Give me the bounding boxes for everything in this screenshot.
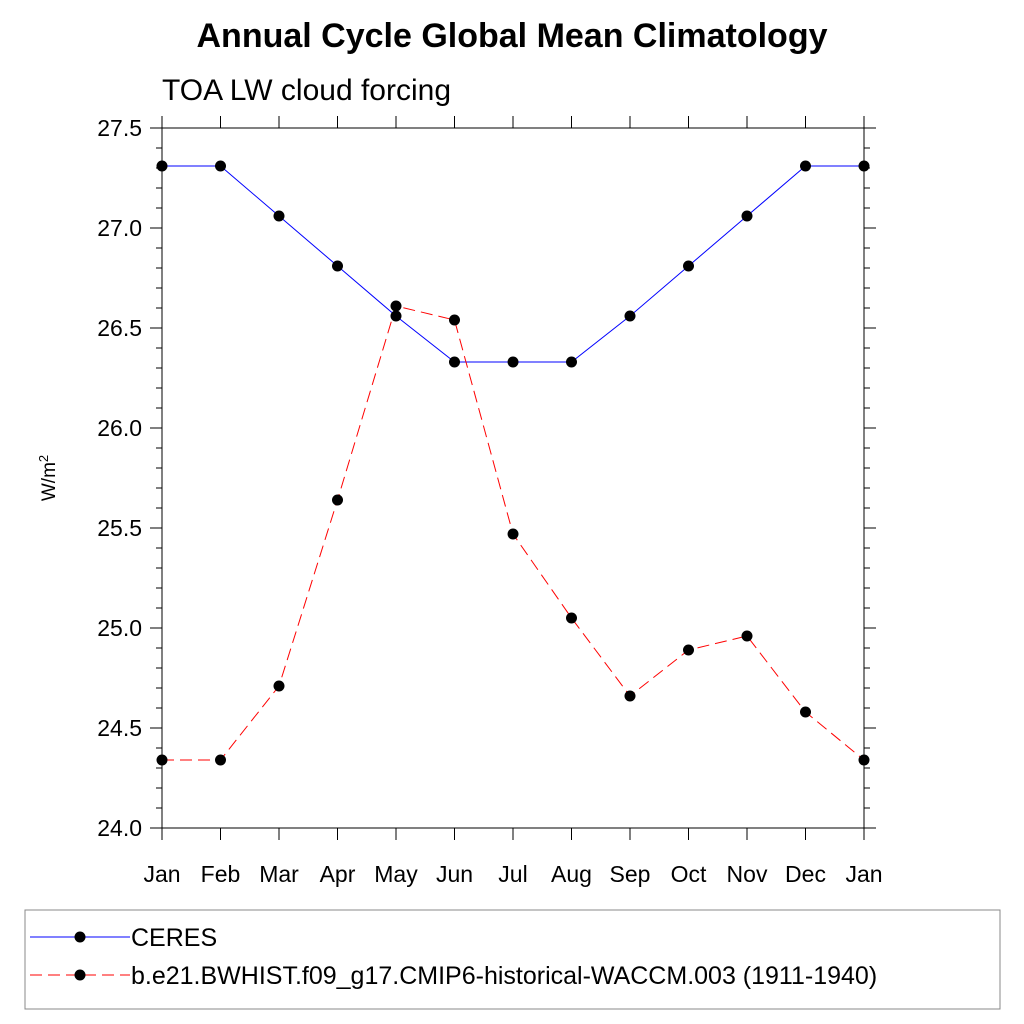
x-tick-label: Jun: [436, 861, 473, 887]
legend-label: b.e21.BWHIST.f09_g17.CMIP6-historical-WA…: [131, 962, 877, 990]
x-tick-label: Sep: [610, 861, 651, 887]
data-point-ceres: [332, 260, 343, 272]
data-point-waccm: [858, 754, 870, 766]
data-point-ceres: [156, 160, 168, 172]
x-tick-label: Nov: [727, 861, 768, 887]
data-point-ceres: [507, 356, 519, 368]
data-point-waccm: [741, 630, 753, 642]
y-tick-label: 25.5: [97, 515, 142, 541]
y-tick-label: 26.0: [97, 415, 142, 441]
y-tick-labels: 24.0 24.5 25.0 25.5 26.0 26.5 27.0 27.5: [97, 115, 142, 841]
chart-title: Annual Cycle Global Mean Climatology: [197, 17, 828, 55]
legend: CERES b.e21.BWHIST.f09_g17.CMIP6-historic…: [30, 924, 877, 990]
y-tick-label: 24.5: [97, 715, 142, 741]
y-tick-label: 27.0: [97, 215, 142, 241]
data-point-ceres: [449, 356, 460, 368]
y-tick-label: 24.0: [97, 815, 142, 841]
x-tick-label: Jan: [143, 861, 180, 887]
data-point-waccm: [390, 300, 402, 312]
y-tick-label: 27.5: [97, 115, 142, 141]
data-point-ceres: [624, 310, 636, 322]
data-point-waccm: [800, 706, 811, 718]
y-axis-label: W/m2: [36, 455, 60, 501]
x-tick-label: Dec: [785, 861, 826, 887]
x-tick-label: Feb: [201, 861, 241, 887]
x-tick-label: Apr: [320, 861, 356, 887]
data-point-ceres: [858, 160, 870, 172]
data-point-waccm: [156, 754, 168, 766]
series-line-ceres: [162, 165, 864, 363]
data-point-ceres: [390, 310, 402, 322]
y-axis-label-text: W/m: [39, 462, 60, 501]
x-tick-label: Oct: [671, 861, 707, 887]
axis-ticks: [150, 116, 876, 840]
chart-subtitle: TOA LW cloud forcing: [162, 74, 451, 107]
data-point-ceres: [683, 260, 694, 272]
data-point-ceres: [273, 210, 285, 222]
y-axis-label-superscript: 2: [36, 455, 51, 462]
data-point-ceres: [215, 160, 226, 172]
data-point-waccm: [215, 754, 226, 766]
data-point-waccm: [273, 680, 285, 692]
data-point-ceres: [566, 356, 577, 368]
data-point-waccm: [566, 612, 577, 624]
data-point-ceres: [800, 160, 811, 172]
x-tick-label: Jan: [845, 861, 882, 887]
series-layer: [156, 160, 870, 766]
x-tick-label: May: [374, 861, 418, 887]
legend-marker: [74, 969, 86, 981]
data-point-waccm: [449, 314, 460, 326]
legend-marker: [74, 931, 86, 943]
x-tick-label: Aug: [551, 861, 592, 887]
y-tick-label: 26.5: [97, 315, 142, 341]
y-tick-label: 25.0: [97, 615, 142, 641]
legend-label: CERES: [131, 924, 217, 952]
x-tick-label: Jul: [498, 861, 527, 887]
plot-frame: [161, 127, 865, 829]
data-point-waccm: [332, 494, 343, 506]
x-tick-label: Mar: [259, 861, 299, 887]
x-tick-labels: Jan Feb Mar Apr May Jun Jul Aug Sep Oct Nov Dec Jan: [143, 861, 882, 887]
data-point-waccm: [624, 690, 636, 702]
data-point-waccm: [507, 528, 519, 540]
data-point-waccm: [683, 644, 694, 656]
data-point-ceres: [741, 210, 753, 222]
legend-box: [24, 909, 1001, 1010]
